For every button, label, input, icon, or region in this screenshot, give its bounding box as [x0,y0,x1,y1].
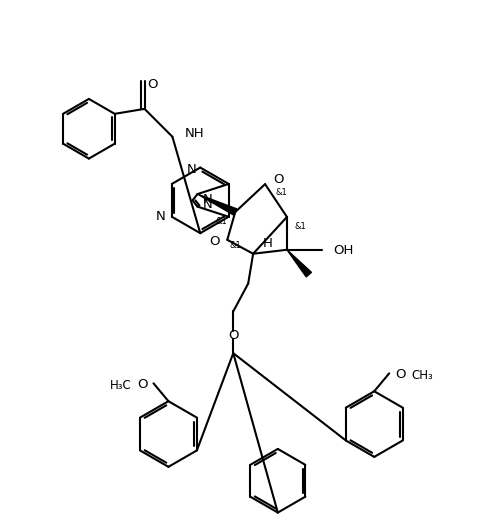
Text: OH: OH [334,244,354,257]
Text: H: H [263,237,273,250]
Text: O: O [228,329,239,342]
Text: O: O [395,368,406,381]
Text: CH₃: CH₃ [411,369,433,382]
Text: O: O [273,173,284,185]
Text: &1: &1 [275,188,287,196]
Text: &1: &1 [229,241,241,250]
Text: NH: NH [184,127,204,140]
Text: N: N [187,163,196,176]
Text: &1: &1 [295,222,307,232]
Text: N: N [202,198,212,211]
Text: O: O [137,378,147,391]
Polygon shape [287,250,312,277]
Text: H₃C: H₃C [110,379,132,392]
Polygon shape [197,194,237,215]
Text: O: O [147,78,158,91]
Text: O: O [209,235,220,248]
Text: &1: &1 [216,217,227,226]
Text: N: N [156,210,166,223]
Text: N: N [202,192,212,205]
